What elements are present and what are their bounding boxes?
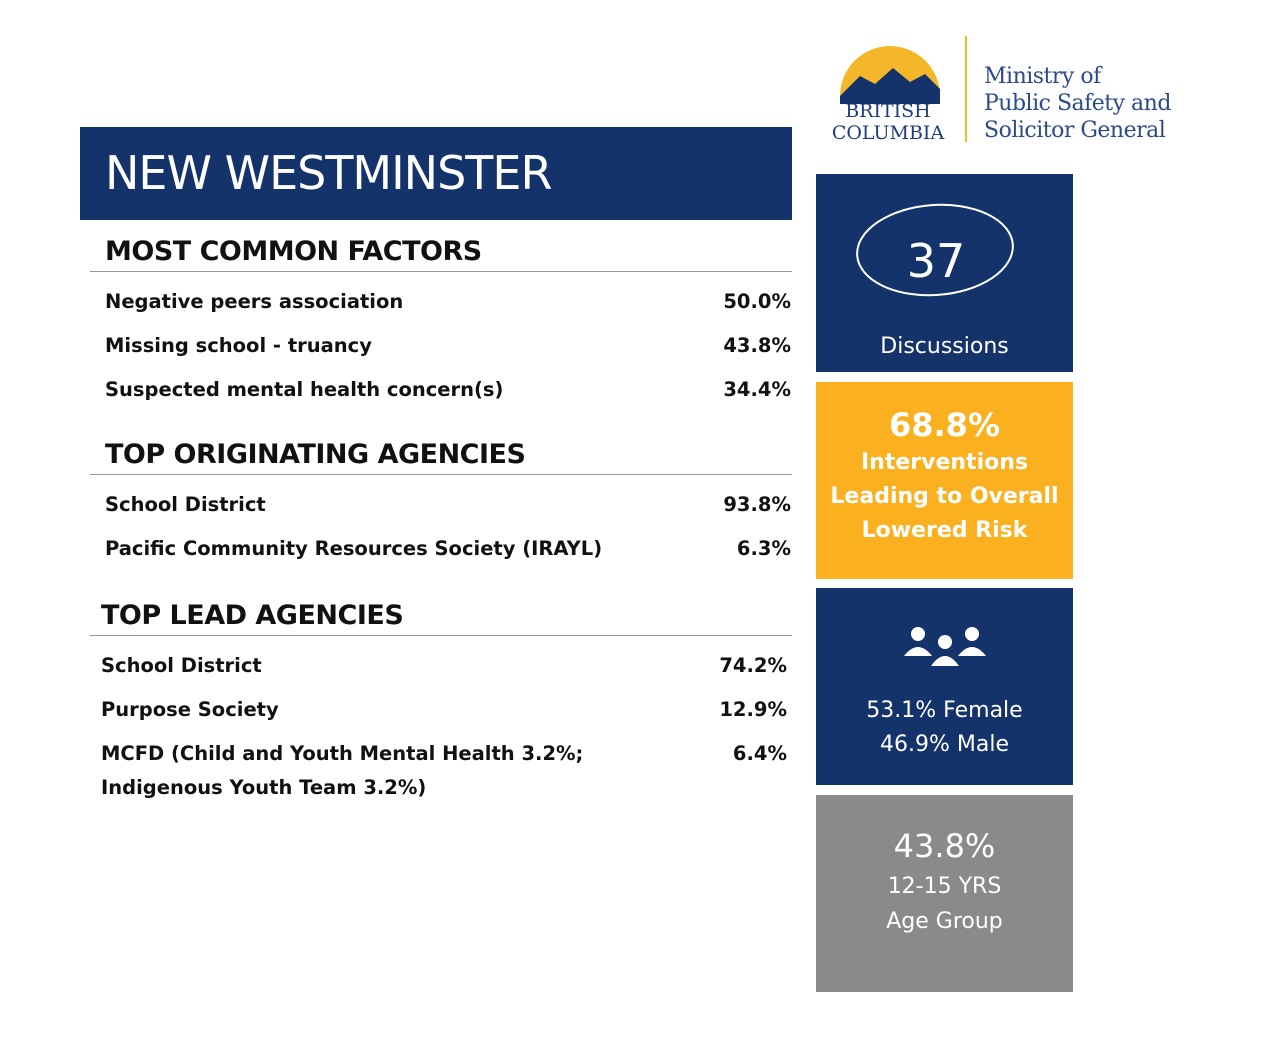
row-label: MCFD (Child and Youth Mental Health 3.2%…: [101, 737, 583, 805]
section-rule: [90, 271, 792, 272]
row-label-line: Indigenous Youth Team 3.2%): [101, 776, 427, 799]
row-label-line: Suspected mental health concern(s): [105, 378, 504, 401]
row-label-line: Pacific Community Resources Society (IRA…: [105, 537, 603, 560]
row-label-line: School District: [101, 654, 262, 677]
interventions-box: 68.8% Interventions Leading to Overall Low…: [816, 382, 1073, 579]
row-label: Suspected mental health concern(s): [105, 373, 503, 407]
interventions-value: 68.8%: [888, 406, 1000, 444]
row-value: 6.4%: [732, 742, 787, 765]
gender-line: 46.9% Male: [880, 732, 1009, 757]
row-label: Missing school - truancy: [105, 329, 372, 363]
age-label: Age Group: [886, 909, 1003, 934]
interventions-label: Lowered Risk: [861, 518, 1028, 543]
interventions-label: Interventions: [861, 450, 1028, 475]
row-label: Negative peers association: [105, 285, 403, 319]
circle-ornament: [856, 203, 1014, 297]
age-label: 12-15 YRS: [887, 874, 1002, 899]
row-label-line: Missing school - truancy: [105, 334, 372, 357]
row-value: 93.8%: [723, 493, 791, 516]
section-rule: [90, 474, 792, 475]
section-rule: [90, 635, 792, 636]
row-label: School District: [105, 488, 266, 522]
discussions-box: 37 Discussions: [816, 174, 1073, 372]
interventions-label: Leading to Overall: [830, 484, 1059, 509]
row-value: 34.4%: [723, 378, 791, 401]
row-label-line: Negative peers association: [105, 290, 404, 313]
section-heading: MOST COMMON FACTORS: [105, 236, 482, 267]
row-value: 50.0%: [723, 290, 791, 313]
title: NEW WESTMINSTER: [80, 127, 792, 220]
row-value: 12.9%: [719, 698, 787, 721]
province-name: BRITISH COLUMBIA: [818, 100, 958, 144]
row-label-line: School District: [105, 493, 266, 516]
age-box: 43.8% 12-15 YRS Age Group: [816, 795, 1073, 992]
row-value: 43.8%: [723, 334, 791, 357]
province-line: COLUMBIA: [831, 122, 945, 144]
ministry-line: Ministry of: [984, 64, 1101, 89]
ministry-line: Public Safety and: [984, 91, 1171, 116]
discussions-label: Discussions: [880, 334, 1009, 359]
age-value: 43.8%: [893, 827, 996, 865]
divider: [965, 36, 967, 142]
ministry-line: Solicitor General: [984, 118, 1166, 143]
section-heading: TOP LEAD AGENCIES: [101, 600, 404, 631]
people-icon: [903, 627, 986, 666]
row-value: 6.3%: [736, 537, 791, 560]
province-line: BRITISH: [845, 100, 931, 122]
row-label-line: MCFD (Child and Youth Mental Health 3.2%…: [101, 742, 584, 765]
gender-box: 53.1% Female 46.9% Male: [816, 588, 1073, 785]
discussions-value: 37: [906, 234, 966, 288]
row-value: 74.2%: [719, 654, 787, 677]
gender-line: 53.1% Female: [866, 698, 1023, 723]
row-label: Pacific Community Resources Society (IRA…: [105, 532, 602, 566]
ministry-name: Ministry of Public Safety and Solicitor Ge…: [984, 63, 1171, 144]
row-label: Purpose Society: [101, 693, 279, 727]
logo-mark: [840, 46, 940, 104]
row-label: School District: [101, 649, 262, 683]
row-label-line: Purpose Society: [101, 698, 279, 721]
section-heading: TOP ORIGINATING AGENCIES: [105, 439, 526, 470]
